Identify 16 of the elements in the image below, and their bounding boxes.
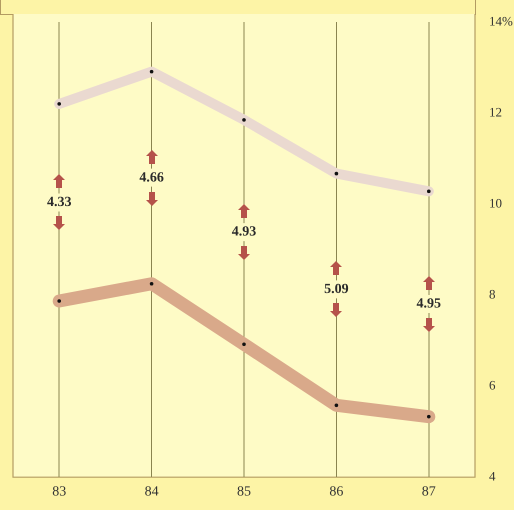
- y-tick-label: 4: [489, 468, 496, 484]
- y-tick-label: 14%: [489, 13, 513, 28]
- y-tick-label: 6: [489, 378, 496, 393]
- y-tick-label: 12: [489, 104, 502, 120]
- x-tick-label: 86: [329, 484, 344, 500]
- x-tick-label: 83: [52, 484, 66, 500]
- annotation: 4.93: [232, 224, 256, 240]
- annotation: 4.95: [416, 296, 442, 312]
- x-tick-label: 87: [422, 484, 436, 500]
- y-tick-label: 8: [489, 286, 496, 302]
- annotation: 4.66: [139, 170, 164, 186]
- x-tick-label: 84: [144, 484, 159, 500]
- annotation: 4.33: [46, 195, 72, 210]
- annotation: 5.09: [324, 282, 349, 298]
- y-tick-label: 10: [489, 196, 502, 210]
- x-tick-label: 85: [237, 484, 251, 500]
